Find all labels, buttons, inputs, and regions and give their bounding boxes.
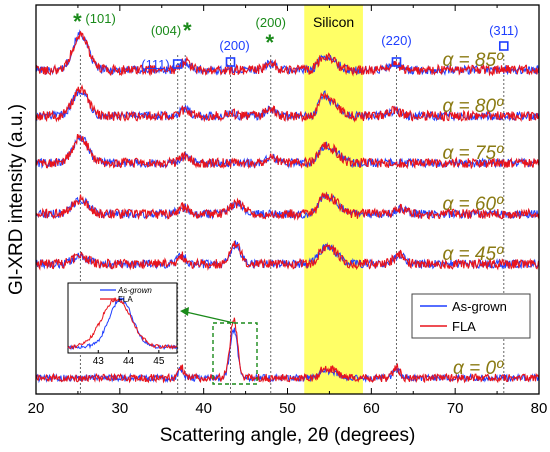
legend-fla-label: FLA	[452, 319, 476, 334]
rutile-peak-label: (311)	[489, 23, 518, 38]
rutile-square-icon	[498, 41, 509, 51]
series-alpha-label: α = 80º	[442, 96, 504, 117]
x-tick-label: 50	[279, 400, 296, 417]
inset-frame	[67, 282, 178, 354]
x-tick-label: 30	[111, 400, 128, 417]
series-fla-line	[35, 84, 540, 123]
zoom-arrow	[185, 311, 235, 324]
series-fla-line	[35, 192, 540, 221]
series-fla-line	[35, 31, 539, 77]
series-alpha-label: α = 60º	[442, 194, 504, 215]
series-as-grown-line	[35, 327, 539, 384]
inset-x-tick-label: 44	[123, 356, 135, 367]
inset-fla-line	[67, 297, 177, 350]
x-tick-label: 80	[531, 400, 548, 417]
inset-x-tick-label: 43	[93, 356, 105, 367]
anatase-peak-label: (004)	[151, 23, 181, 38]
series-alpha-label: α = 0º	[453, 358, 504, 379]
x-tick-label: 60	[363, 400, 380, 417]
silicon-band	[304, 5, 363, 394]
x-tick-label: 40	[195, 400, 212, 417]
anatase-peak-label: (101)	[85, 11, 115, 26]
rutile-square-icon	[172, 59, 183, 69]
series-fla-line	[35, 317, 540, 384]
inset-x-tick-label: 45	[153, 356, 165, 367]
legend-as-grown-label: As-grown	[452, 299, 507, 314]
series-alpha-label: α = 45º	[442, 244, 504, 265]
anatase-star-icon: *	[73, 9, 82, 34]
series-alpha-label: α = 75º	[442, 143, 504, 164]
anatase-star-icon: *	[183, 18, 192, 43]
rutile-peak-label: (111)	[141, 57, 169, 72]
rutile-square-icon	[225, 57, 236, 67]
series-fla-line	[35, 133, 540, 170]
anatase-star-icon: *	[265, 30, 274, 55]
rutile-square-icon	[391, 57, 402, 67]
inset-legend-as-grown-label: As-grown	[117, 286, 152, 295]
legend: As-grown FLA	[411, 293, 531, 339]
series-alpha-label: α = 85º	[442, 50, 504, 71]
x-axis-label: Scattering angle, 2θ (degrees)	[160, 425, 416, 446]
legend-box	[411, 293, 531, 339]
x-tick-label: 70	[447, 400, 464, 417]
anatase-peak-label: (200)	[256, 15, 286, 30]
rutile-peak-label: (220)	[381, 33, 411, 48]
rutile-peak-label: (200)	[219, 38, 249, 53]
silicon-label: Silicon	[313, 14, 354, 30]
series-fla-line	[35, 241, 540, 271]
zoom-box	[212, 322, 258, 385]
zoom-arrowhead	[180, 307, 189, 316]
inset-legend-fla-label: FLA	[118, 295, 133, 304]
y-axis-label: GI-XRD intensity (a.u.)	[6, 104, 27, 295]
x-tick-label: 20	[28, 400, 45, 417]
